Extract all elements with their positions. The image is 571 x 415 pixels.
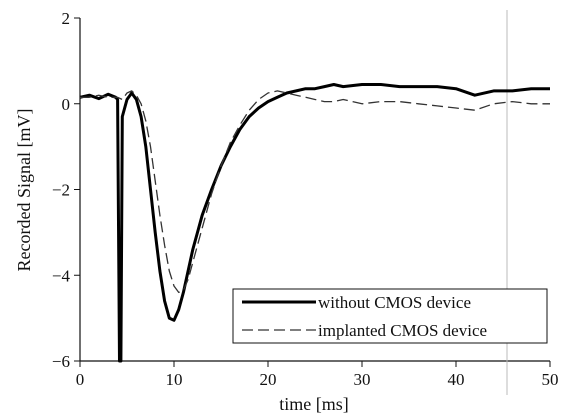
series-line-without-cmos <box>79 83 550 363</box>
x-tick-label: 20 <box>260 370 277 389</box>
legend-label-without-cmos: without CMOS device <box>318 293 471 312</box>
x-tick-label: 50 <box>542 370 559 389</box>
x-axis: 0 10 20 30 40 50 <box>76 361 559 389</box>
x-tick-label: 40 <box>448 370 465 389</box>
y-axis: 2 0 −2 −4 −6 <box>52 9 80 371</box>
y-tick-label: −6 <box>52 352 70 371</box>
y-tick-label: −2 <box>52 181 70 200</box>
series-line-implanted-cmos <box>80 90 550 294</box>
legend: without CMOS device implanted CMOS devic… <box>232 288 548 344</box>
x-tick-label: 30 <box>354 370 371 389</box>
x-tick-label: 10 <box>166 370 183 389</box>
y-axis-title: Recorded Signal [mV] <box>14 109 34 272</box>
y-tick-label: 0 <box>62 95 71 114</box>
y-tick-label: −4 <box>52 266 71 285</box>
x-tick-label: 0 <box>76 370 85 389</box>
x-axis-title: time [ms] <box>279 394 349 414</box>
series-layer <box>79 83 550 363</box>
legend-label-implanted-cmos: implanted CMOS device <box>318 321 487 340</box>
legend-box <box>232 288 548 344</box>
y-tick-label: 2 <box>62 9 71 28</box>
